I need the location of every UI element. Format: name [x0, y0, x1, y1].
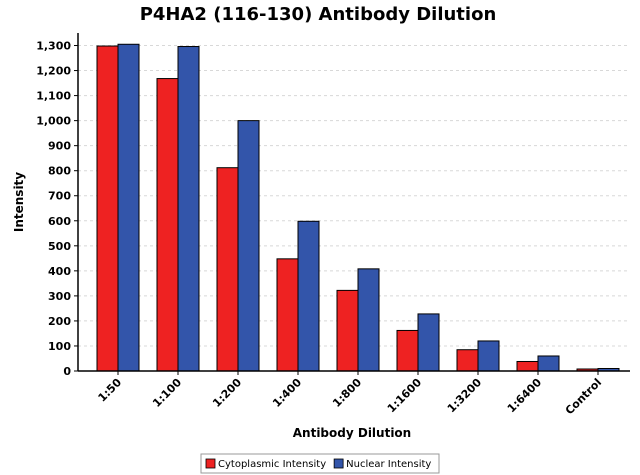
x-tick-label: 1:200	[210, 376, 244, 410]
y-tick-label: 1,000	[36, 115, 71, 128]
y-tick-label: 400	[48, 265, 71, 278]
x-tick-label: 1:100	[150, 376, 184, 410]
bar-nuclear	[237, 120, 260, 372]
y-tick-label: 800	[48, 165, 71, 178]
y-axis-label: Intensity	[12, 172, 26, 232]
bar-nuclear	[537, 355, 560, 372]
y-tick-label: 200	[48, 315, 71, 328]
bar-cytoplasmic	[276, 258, 299, 372]
y-tick-label: 300	[48, 290, 71, 303]
bar-cytoplasmic	[396, 329, 419, 372]
x-tick-label: 1:6400	[505, 376, 545, 416]
y-tick-label: 1,200	[36, 65, 71, 78]
legend-swatch	[333, 458, 344, 469]
x-tick-label: 1:1600	[385, 376, 425, 416]
x-axis-ticks: 1:50 1:100 1:200 1:400 1:800 1:1600 1:3200 1:64…	[96, 371, 604, 417]
bar-cytoplasmic	[456, 349, 479, 372]
bar-cytoplasmic	[96, 45, 119, 372]
bar-cytoplasmic	[156, 78, 179, 372]
bar-cytoplasmic	[516, 360, 539, 372]
x-tick-label: 1:50	[96, 376, 125, 405]
bar-nuclear	[117, 43, 140, 372]
legend-label: Cytoplasmic Intensity	[218, 459, 326, 470]
y-tick-label: 900	[48, 140, 71, 153]
y-tick-label: 0	[63, 365, 71, 378]
y-tick-label: 1,100	[36, 90, 71, 103]
x-tick-label: 1:800	[330, 376, 364, 410]
legend-label: Nuclear Intensity	[346, 459, 431, 470]
x-axis-label: Antibody Dilution	[293, 426, 411, 440]
y-axis-ticks: 0 100 200 300 400 500 600 700 800 900 1,000 1,100 1,…	[36, 40, 78, 378]
bar-cytoplasmic	[336, 289, 359, 372]
y-tick-label: 1,300	[36, 40, 71, 53]
y-tick-label: 700	[48, 190, 71, 203]
y-tick-label: 600	[48, 215, 71, 228]
chart-title: P4HA2 (116-130) Antibody Dilution	[140, 4, 497, 25]
bar-cytoplasmic	[216, 167, 239, 372]
legend-box	[200, 453, 440, 474]
y-tick-label: 500	[48, 240, 71, 253]
x-tick-label: 1:400	[270, 376, 304, 410]
y-tick-label: 100	[48, 340, 71, 353]
bar-nuclear	[297, 220, 320, 372]
legend-swatch	[205, 458, 216, 469]
bar-nuclear	[477, 340, 500, 372]
x-tick-label: 1:3200	[445, 376, 485, 416]
bar-nuclear	[177, 46, 200, 372]
bar-nuclear	[417, 313, 440, 372]
x-tick-label: Control	[563, 376, 604, 417]
bars	[96, 43, 620, 372]
legend: Cytoplasmic Intensity Nuclear Intensity	[200, 453, 440, 474]
bar-nuclear	[357, 268, 380, 372]
